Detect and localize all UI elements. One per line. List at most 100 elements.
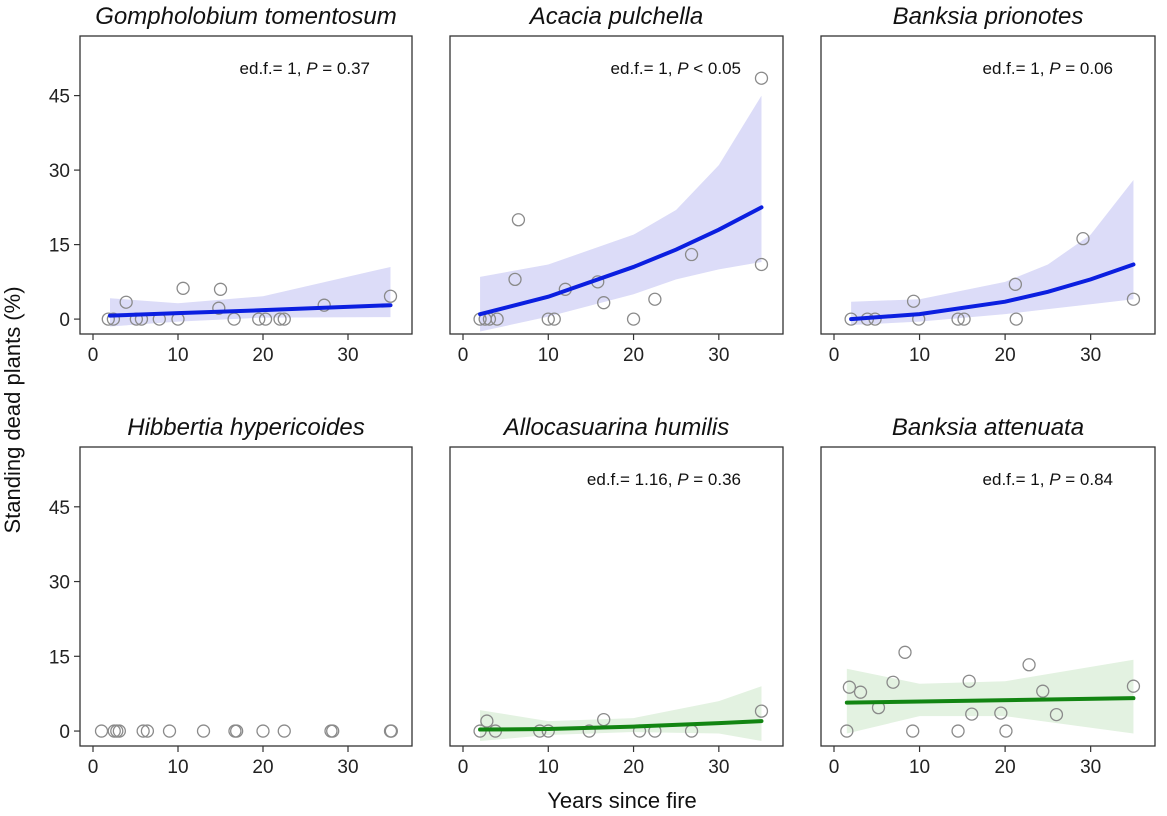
- stat-annotation: ed.f.= 1, P = 0.06: [983, 59, 1113, 78]
- data-point: [508, 272, 522, 287]
- y-tick-label: 45: [49, 498, 70, 519]
- x-tick-label: 0: [829, 757, 840, 778]
- data-point: [754, 704, 769, 718]
- confidence-band: [110, 266, 391, 327]
- data-point: [1049, 707, 1064, 722]
- data-point: [951, 312, 965, 326]
- x-tick-label: 30: [337, 757, 358, 778]
- x-tick-label: 20: [995, 757, 1016, 778]
- data-point: [106, 312, 121, 326]
- panel-title: Gompholobium tomentosum: [95, 3, 396, 30]
- data-point: [1076, 231, 1090, 246]
- data-point: [547, 312, 561, 326]
- data-point: [999, 724, 1013, 738]
- data-point: [648, 292, 662, 306]
- y-tick-label: 15: [49, 647, 70, 668]
- data-point: [582, 724, 596, 738]
- panel-title: Allocasuarina humilis: [502, 414, 729, 441]
- x-tick-label: 20: [252, 757, 273, 778]
- y-tick-label: 0: [59, 722, 70, 743]
- data-point: [162, 724, 177, 738]
- x-tick-label: 20: [623, 345, 644, 366]
- data-point: [212, 301, 226, 315]
- data-point: [256, 724, 270, 738]
- data-point: [480, 714, 494, 728]
- data-point: [957, 312, 971, 326]
- panel-title: Hibbertia hypericoides: [127, 414, 364, 441]
- x-tick-label: 30: [1080, 757, 1101, 778]
- panel-frame: [820, 35, 1156, 335]
- x-tick-label: 10: [538, 757, 559, 778]
- confidence-band: [480, 95, 762, 332]
- x-tick-label: 10: [538, 345, 559, 366]
- fit-line: [849, 262, 1136, 322]
- data-point: [140, 724, 155, 738]
- x-tick-label: 0: [458, 345, 469, 366]
- data-point: [277, 312, 291, 326]
- data-point: [842, 680, 857, 694]
- data-point: [994, 706, 1008, 720]
- panel-6: 0 10 20 30 Banksia attenuata ed.f.= 1, P = 0.…: [820, 414, 1156, 778]
- data-point: [490, 312, 504, 326]
- y-tick-label: 30: [49, 161, 70, 182]
- data-point: [853, 685, 868, 699]
- panel-title: Banksia prionotes: [893, 3, 1084, 30]
- x-tick-label: 20: [252, 345, 273, 366]
- x-tick-label: 0: [458, 757, 469, 778]
- x-tick-label: 30: [1080, 345, 1101, 366]
- fit-line: [108, 303, 393, 318]
- data-point: [101, 312, 115, 326]
- panel-2: 0 10 20 30 Acacia pulchella ed.f.= 1, P < 0.0…: [449, 3, 784, 366]
- data-point: [965, 707, 979, 721]
- x-tick-label: 0: [88, 345, 99, 366]
- panel-4: 0 10 20 30 0 15 30 45 Hibbertia hypericoides: [49, 414, 413, 778]
- x-tick-label: 20: [995, 345, 1016, 366]
- data-point: [898, 645, 912, 659]
- data-point: [951, 724, 965, 738]
- data-point: [684, 247, 699, 262]
- data-point: [384, 724, 399, 738]
- data-point: [626, 312, 641, 326]
- panel-frame: [79, 446, 413, 747]
- data-point: [176, 281, 190, 295]
- data-point: [511, 213, 526, 227]
- panel-title: Acacia pulchella: [528, 3, 703, 30]
- x-tick-label: 10: [167, 345, 188, 366]
- data-point: [112, 724, 126, 738]
- panel-frame: [449, 446, 784, 747]
- data-point: [326, 724, 340, 738]
- data-point: [94, 724, 109, 738]
- panels-group: 0 10 20 30 0 15 30 45 Gompholobium tomentosum ed.…: [49, 3, 1156, 778]
- x-tick-label: 10: [167, 757, 188, 778]
- confidence-band: [846, 659, 1134, 734]
- x-tick-label: 0: [829, 345, 840, 366]
- panel-frame: [820, 446, 1156, 747]
- data-point: [840, 724, 854, 738]
- stat-annotation: ed.f.= 1, P < 0.05: [611, 59, 741, 78]
- panel-5: 0 10 20 30 Allocasuarina humilis ed.f.= 1.16,…: [449, 414, 784, 778]
- data-point: [1126, 679, 1141, 693]
- data-point: [1008, 277, 1023, 291]
- data-point: [886, 675, 900, 689]
- x-tick-label: 20: [623, 757, 644, 778]
- panel-frame: [79, 35, 413, 335]
- data-point: [119, 295, 133, 309]
- stat-annotation: ed.f.= 1, P = 0.84: [983, 470, 1113, 489]
- stat-annotation: ed.f.= 1.16, P = 0.36: [587, 470, 741, 489]
- fit-line: [478, 719, 764, 732]
- data-point: [906, 294, 921, 308]
- data-point: [1022, 658, 1036, 672]
- panel-frame: [449, 35, 784, 335]
- data-point: [754, 71, 769, 85]
- x-tick-label: 30: [337, 345, 358, 366]
- data-point: [906, 724, 920, 738]
- y-tick-label: 45: [49, 87, 70, 108]
- data-point: [196, 724, 211, 738]
- confidence-band: [480, 686, 762, 742]
- data-point: [213, 282, 228, 296]
- panel-1: 0 10 20 30 0 15 30 45 Gompholobium tomentosum ed.…: [49, 3, 413, 366]
- data-point: [252, 312, 266, 326]
- fit-line: [478, 205, 764, 317]
- stat-annotation: ed.f.= 1, P = 0.37: [240, 59, 370, 78]
